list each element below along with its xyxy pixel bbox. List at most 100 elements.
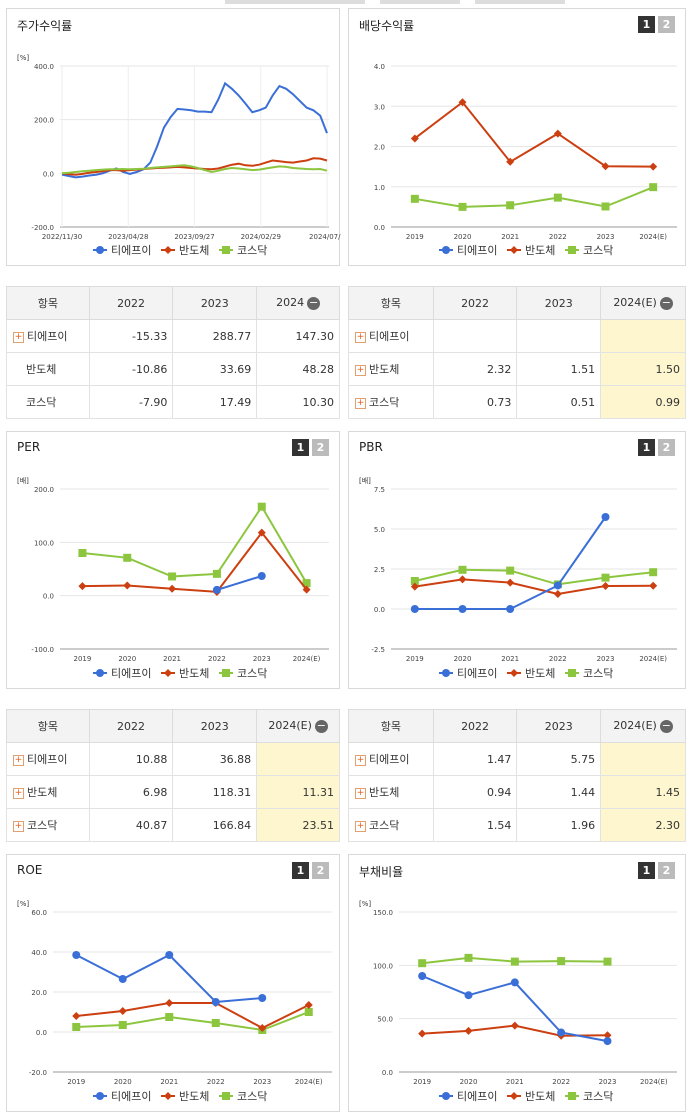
tab-1[interactable]: 1 xyxy=(638,862,655,879)
data-point xyxy=(78,549,87,557)
data-point xyxy=(302,585,311,594)
row-label-text: 티에프이 xyxy=(27,330,68,343)
legend-label: 코스닥 xyxy=(237,244,267,257)
legend-label: 티에프이 xyxy=(457,244,497,257)
data-point xyxy=(212,585,221,594)
row-label[interactable]: + 티에프이 xyxy=(348,319,434,353)
row-label[interactable]: + 코스닥 xyxy=(348,808,434,842)
expand-icon[interactable]: + xyxy=(355,787,366,799)
data-point xyxy=(168,584,177,593)
row-label[interactable]: + 티에프이 xyxy=(6,319,90,353)
x-tick-label: 2024/07/3 xyxy=(309,233,341,241)
data-point xyxy=(118,1021,127,1029)
table-cell: 0.51 xyxy=(516,385,602,419)
legend-label: 코스닥 xyxy=(237,667,267,680)
legend-label: 반도체 xyxy=(179,667,209,680)
x-tick-label: 2024(E) xyxy=(639,655,667,663)
legend-marker xyxy=(96,1092,104,1100)
data-point xyxy=(418,972,427,980)
header-label: 2024(E) xyxy=(613,719,657,733)
tab-1[interactable]: 1 xyxy=(638,16,655,33)
x-tick-label: 2024(E) xyxy=(639,233,667,241)
header-label: 2023 xyxy=(544,719,573,733)
table-cell xyxy=(432,319,518,353)
collapse-icon[interactable]: − xyxy=(659,295,673,310)
collapse-icon[interactable]: − xyxy=(307,295,321,310)
legend-marker xyxy=(568,669,576,677)
header-label: 2023 xyxy=(544,296,573,310)
tab-2[interactable]: 2 xyxy=(658,439,675,456)
data-point xyxy=(72,1023,81,1031)
y-tick-label: 20.0 xyxy=(31,989,47,997)
dividend-yield-card: 배당수익률 1 2 4.0 3.0 2.0 1.0 0.0 2019 2020 2021 202… xyxy=(348,8,686,266)
row-label[interactable]: + 반도체 xyxy=(348,352,434,386)
axis-unit: [배] xyxy=(17,476,29,485)
expand-icon[interactable]: + xyxy=(13,820,24,832)
tab-2[interactable]: 2 xyxy=(658,16,675,33)
x-tick-label: 2021 xyxy=(501,233,519,241)
series-line xyxy=(414,186,654,208)
expand-icon[interactable]: + xyxy=(13,754,24,766)
table-cell: 23.51 xyxy=(256,808,340,842)
tab-2[interactable]: 2 xyxy=(312,439,329,456)
table-cell xyxy=(516,319,602,353)
row-label[interactable]: + 티에프이 xyxy=(6,742,90,776)
legend-item: 코스닥 xyxy=(219,667,267,680)
tab-2[interactable]: 2 xyxy=(312,862,329,879)
data-point xyxy=(464,1026,473,1035)
row-label-text: 반도체 xyxy=(369,786,400,799)
expand-icon[interactable]: + xyxy=(355,331,366,343)
table-row: + 코스닥 1.54 1.96 2.30 xyxy=(348,808,686,842)
legend-item: 티에프이 xyxy=(93,1090,151,1103)
data-point xyxy=(78,582,87,591)
table-cell: 0.99 xyxy=(600,385,686,419)
legend-label: 코스닥 xyxy=(583,667,613,680)
collapse-icon[interactable]: − xyxy=(314,718,328,733)
data-point xyxy=(649,162,658,171)
tab-1[interactable]: 1 xyxy=(292,862,309,879)
row-label[interactable]: + 코스닥 xyxy=(348,385,434,419)
tab-2[interactable]: 2 xyxy=(658,862,675,879)
expand-icon[interactable]: + xyxy=(13,787,24,799)
header-item: 항목 xyxy=(6,709,90,743)
row-label[interactable]: + 티에프이 xyxy=(348,742,434,776)
header-item: 항목 xyxy=(6,286,90,320)
x-tick-label: 2022 xyxy=(549,233,567,241)
series-line xyxy=(82,504,308,584)
y-tick-label: 0.0 xyxy=(374,606,385,614)
legend-item: 코스닥 xyxy=(565,667,613,680)
table-row: + 코스닥 40.87 166.84 23.51 xyxy=(6,808,340,842)
table-row: + 반도체 0.94 1.44 1.45 xyxy=(348,775,686,809)
row-label[interactable]: + 반도체 xyxy=(6,775,90,809)
header-label: 2022 xyxy=(117,719,146,733)
header-year: 2024(E) − xyxy=(600,709,686,743)
expand-icon[interactable]: + xyxy=(355,397,366,409)
table-cell: 1.51 xyxy=(516,352,602,386)
y-tick-label: 200.0 xyxy=(34,117,54,125)
tab-1[interactable]: 1 xyxy=(638,439,655,456)
row-label[interactable]: + 코스닥 xyxy=(6,808,90,842)
data-point xyxy=(553,581,562,590)
data-point xyxy=(304,1008,313,1016)
data-point xyxy=(458,565,467,574)
legend-label: 반도체 xyxy=(179,244,209,257)
table-cell: 1.47 xyxy=(432,742,518,776)
expand-icon[interactable]: + xyxy=(355,754,366,766)
header-label: 2024(E) xyxy=(268,719,312,733)
y-tick-label: 400.0 xyxy=(34,63,54,71)
table-cell: -15.33 xyxy=(88,319,174,353)
header-year: 2023 xyxy=(516,709,602,743)
data-point xyxy=(553,129,562,138)
series-line xyxy=(61,157,328,176)
expand-icon[interactable]: + xyxy=(355,820,366,832)
expand-icon[interactable]: + xyxy=(13,331,24,343)
row-label[interactable]: + 반도체 xyxy=(348,775,434,809)
data-point xyxy=(458,575,467,584)
series-line xyxy=(414,578,654,596)
data-point xyxy=(506,201,515,210)
x-tick-label: 2021 xyxy=(160,1078,178,1086)
collapse-icon[interactable]: − xyxy=(659,718,673,733)
tab-1[interactable]: 1 xyxy=(292,439,309,456)
legend-item: 코스닥 xyxy=(219,1090,267,1103)
expand-icon[interactable]: + xyxy=(355,364,366,376)
